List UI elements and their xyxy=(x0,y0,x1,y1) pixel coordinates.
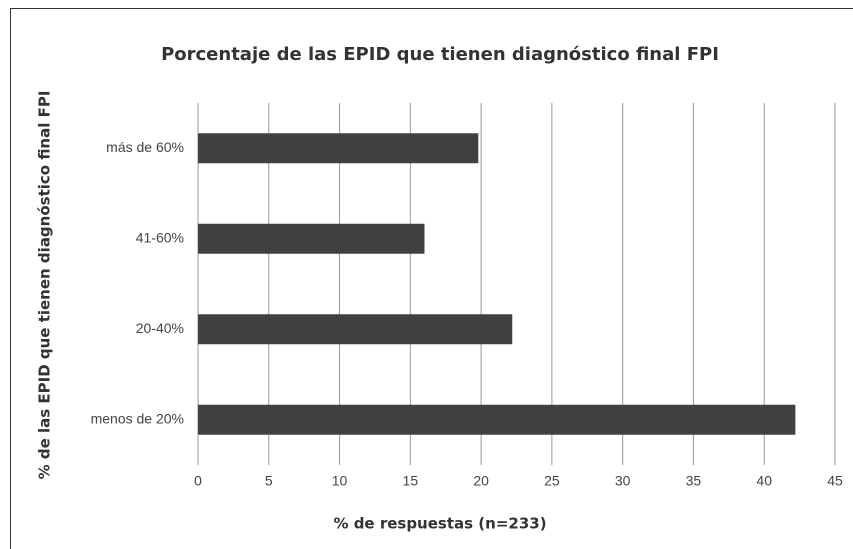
x-tick-label: 45 xyxy=(827,473,843,489)
bar xyxy=(198,404,796,435)
y-tick-label: 20-40% xyxy=(136,320,184,336)
x-tick-label: 0 xyxy=(194,473,202,489)
bar xyxy=(198,314,513,345)
bar xyxy=(198,223,425,254)
x-tick-label: 10 xyxy=(332,473,348,489)
x-tick-label: 30 xyxy=(615,473,631,489)
x-tick-label: 25 xyxy=(544,473,560,489)
y-axis-label: % de las EPID que tienen diagnóstico fin… xyxy=(36,91,54,480)
x-tick-label: 35 xyxy=(686,473,702,489)
y-tick-label: 41-60% xyxy=(136,229,184,245)
y-tick-label: menos de 20% xyxy=(91,410,184,426)
x-tick-label: 5 xyxy=(265,473,273,489)
bar xyxy=(198,133,479,164)
x-tick-label: 20 xyxy=(473,473,489,489)
chart-border xyxy=(10,8,853,549)
x-tick-label: 15 xyxy=(403,473,419,489)
chart-title: Porcentaje de las EPID que tienen diagnó… xyxy=(161,44,719,65)
x-axis-label: % de respuestas (n=233) xyxy=(333,515,546,533)
y-tick-label: más de 60% xyxy=(106,139,184,155)
x-tick-label: 40 xyxy=(756,473,772,489)
